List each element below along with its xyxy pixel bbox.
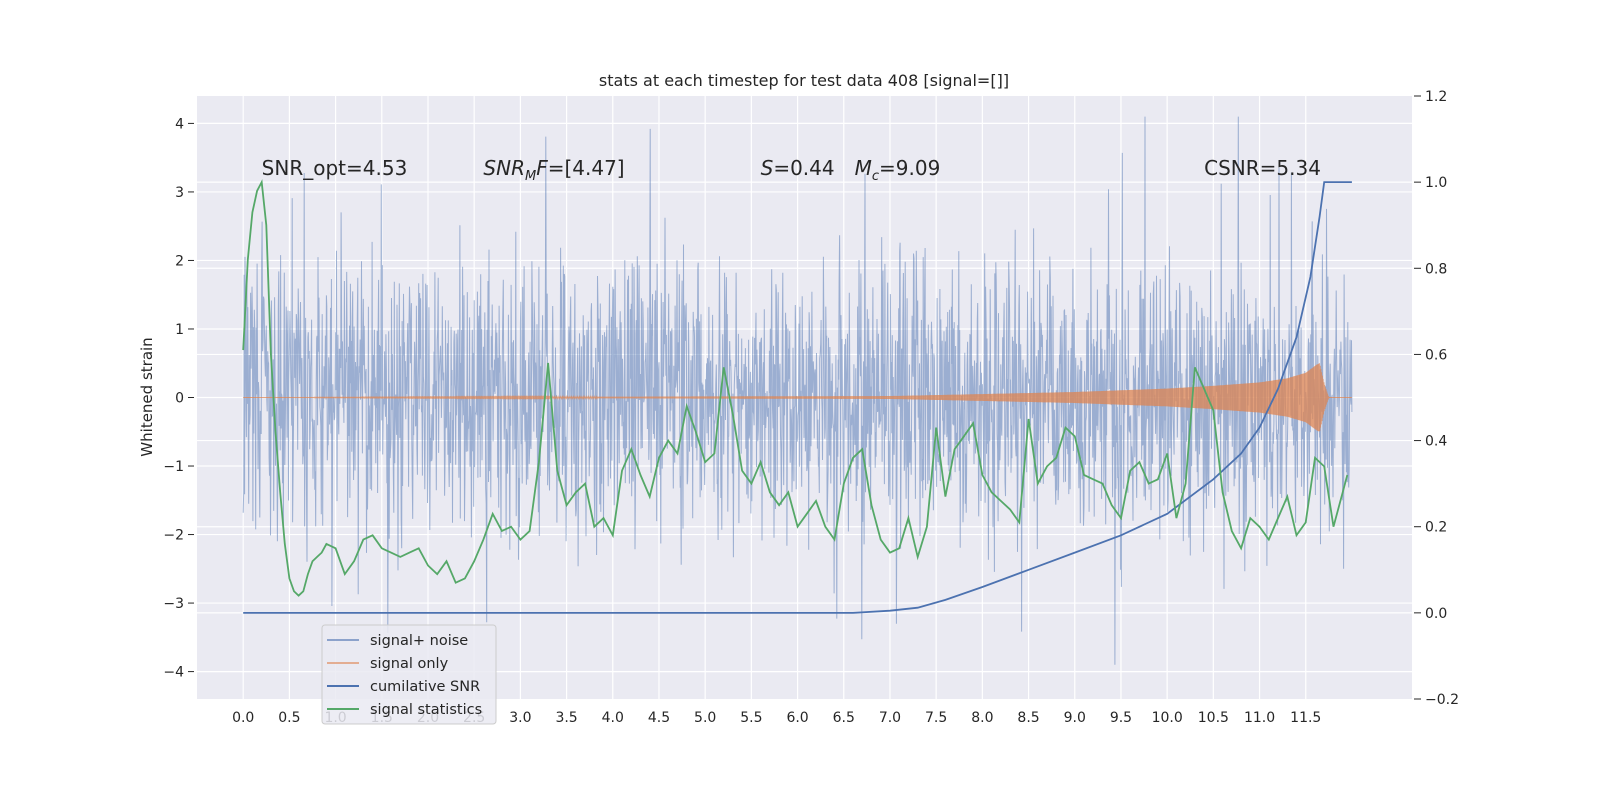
x-tick-label: 7.0: [879, 710, 901, 726]
annotation: CSNR=5.34: [1204, 156, 1321, 180]
series-cumulative-snr: [243, 181, 1352, 614]
x-tick-label: 5.5: [740, 710, 762, 726]
x-tick-label: 0.0: [232, 710, 254, 726]
y2-tick-label: 1.0: [1425, 175, 1447, 191]
x-tick-label: 9.5: [1110, 710, 1132, 726]
y-tick-label: 3: [175, 185, 184, 201]
legend-box: [321, 624, 497, 725]
annotation: SNRMF=[4.47]: [483, 156, 624, 184]
y2-tick-label: 0.4: [1425, 434, 1447, 450]
x-tick-label: 7.5: [925, 710, 947, 726]
series-signal-statistics: [242, 179, 1349, 597]
x-tick-label: 8.5: [1017, 710, 1039, 726]
y2-tick-label: 0.2: [1425, 520, 1447, 536]
annotation-layer: SNR_opt=4.53 SNRMF=[4.47] S=0.44 Mc=9.09 CS…: [262, 156, 1321, 184]
x-tick-label: 6.0: [786, 710, 808, 726]
x-tick-label: 3.0: [509, 710, 531, 726]
series-signal-noise: [242, 116, 1353, 665]
y-tick-label: −4: [163, 665, 184, 681]
annotation: S=0.44 Mc=9.09: [761, 156, 941, 184]
y2-tick-label: 0.8: [1425, 261, 1447, 277]
y-tick-label: 0: [175, 391, 184, 407]
x-tick-label: 5.0: [694, 710, 716, 726]
legend-label: signal+ noise: [370, 633, 468, 649]
x-tick-label: 11.5: [1290, 710, 1321, 726]
x-tick-label: 6.5: [833, 710, 855, 726]
y-tick-label: −3: [163, 596, 184, 612]
annotation: SNR_opt=4.53: [262, 156, 408, 180]
x-tick-label: 0.5: [278, 710, 300, 726]
y-tick-label: 1: [175, 322, 184, 338]
x-tick-label: 9.0: [1064, 710, 1086, 726]
y-tick-label: 2: [175, 253, 184, 269]
legend-label: cumilative SNR: [370, 679, 480, 695]
y-tick-label: −1: [163, 459, 184, 475]
legend-label: signal only: [370, 656, 449, 672]
y2-tick-label: −0.2: [1425, 692, 1459, 708]
y2-tick-label: 1.2: [1425, 89, 1447, 105]
y-tick-label: 4: [175, 116, 184, 132]
x-tick-label: 11.0: [1244, 710, 1275, 726]
legend: signal+ noise signal only cumilative SNR si…: [321, 624, 497, 725]
y2-tick-label: 0.6: [1425, 347, 1447, 363]
y2-tick-label: 0.0: [1425, 606, 1447, 622]
x-tick-label: 8.0: [971, 710, 993, 726]
series-signal-only: [243, 363, 1352, 432]
y-tick-label: −2: [163, 528, 184, 544]
x-tick-label: 4.0: [602, 710, 624, 726]
x-tick-label: 3.5: [555, 710, 577, 726]
x-tick-label: 10.0: [1152, 710, 1183, 726]
y-axis-label: Whitened strain: [138, 337, 156, 456]
legend-label: signal statistics: [370, 702, 482, 718]
chart-title: stats at each timestep for test data 408…: [599, 71, 1009, 90]
series-layer: [242, 116, 1353, 665]
x-tick-label: 10.5: [1198, 710, 1229, 726]
x-tick-label: 4.5: [648, 710, 670, 726]
